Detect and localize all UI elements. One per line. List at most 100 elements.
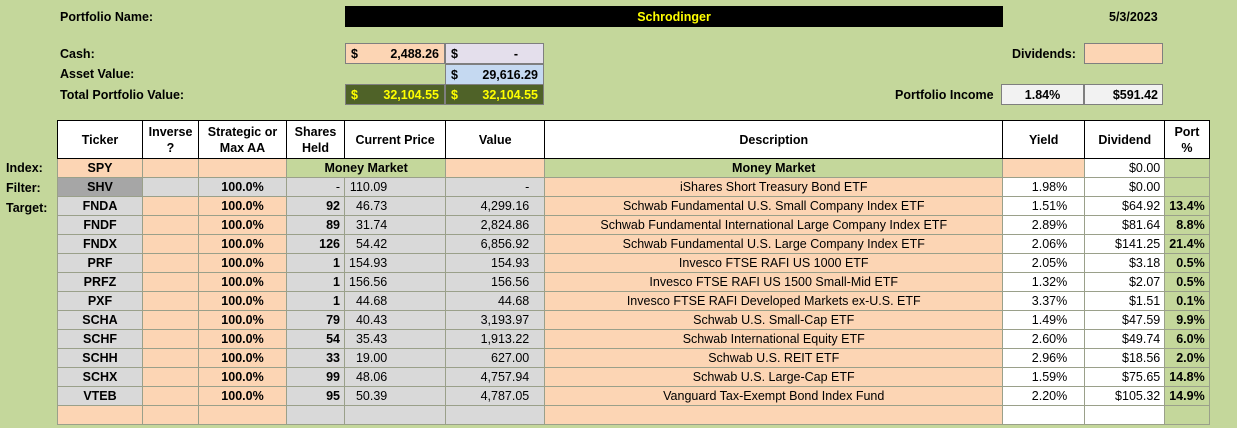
blank-cell[interactable] xyxy=(544,405,1004,425)
blank-cell[interactable] xyxy=(1002,405,1086,425)
row-shares[interactable]: 126 xyxy=(286,234,345,254)
row-value[interactable]: 44.68 xyxy=(445,291,546,311)
row-strategic[interactable]: 100.0% xyxy=(198,291,287,311)
dividends-input[interactable] xyxy=(1084,43,1163,64)
row-value[interactable]: 1,913.22 xyxy=(445,329,546,349)
row-strategic[interactable]: 100.0% xyxy=(198,367,287,387)
row-description[interactable]: Schwab International Equity ETF xyxy=(544,329,1004,349)
row-yield[interactable]: 2.05% xyxy=(1002,253,1086,273)
row-strategic[interactable]: 100.0% xyxy=(198,386,287,406)
index-inverse[interactable] xyxy=(142,158,199,178)
blank-cell[interactable] xyxy=(286,405,345,425)
row-yield[interactable]: 2.06% xyxy=(1002,234,1086,254)
asset-value-cell[interactable]: $ 29,616.29 xyxy=(445,64,544,85)
row-strategic[interactable]: 100.0% xyxy=(198,234,287,254)
filter-port[interactable] xyxy=(1164,177,1210,197)
row-description[interactable]: Schwab Fundamental International Large C… xyxy=(544,215,1004,235)
row-description[interactable]: Schwab Fundamental U.S. Small Company In… xyxy=(544,196,1004,216)
row-dividend[interactable]: $81.64 xyxy=(1084,215,1166,235)
row-ticker[interactable]: SCHA xyxy=(57,310,143,330)
row-price[interactable]: 35.43 xyxy=(343,329,447,349)
filter-price[interactable]: 110.09 xyxy=(343,177,447,197)
index-yield[interactable] xyxy=(1002,158,1086,178)
row-shares[interactable]: 89 xyxy=(286,215,345,235)
row-description[interactable]: Schwab U.S. Small-Cap ETF xyxy=(544,310,1004,330)
row-price[interactable]: 40.43 xyxy=(343,310,447,330)
row-price[interactable]: 46.73 xyxy=(343,196,447,216)
row-description[interactable]: Invesco FTSE RAFI US 1000 ETF xyxy=(544,253,1004,273)
row-ticker[interactable]: SCHX xyxy=(57,367,143,387)
row-price[interactable]: 44.68 xyxy=(343,291,447,311)
col-header-yield[interactable]: Yield xyxy=(1002,120,1086,159)
row-description[interactable]: Schwab Fundamental U.S. Large Company In… xyxy=(544,234,1004,254)
blank-cell[interactable] xyxy=(1084,405,1166,425)
row-dividend[interactable]: $18.56 xyxy=(1084,348,1166,368)
row-port[interactable]: 0.5% xyxy=(1164,272,1210,292)
col-header-strategic[interactable]: Strategic or Max AA xyxy=(198,120,287,159)
col-header-description[interactable]: Description xyxy=(544,120,1004,159)
row-shares[interactable]: 54 xyxy=(286,329,345,349)
row-strategic[interactable]: 100.0% xyxy=(198,348,287,368)
row-port[interactable]: 0.5% xyxy=(1164,253,1210,273)
row-value[interactable]: 4,787.05 xyxy=(445,386,546,406)
row-yield[interactable]: 2.60% xyxy=(1002,329,1086,349)
col-header-dividend[interactable]: Dividend xyxy=(1084,120,1166,159)
row-yield[interactable]: 1.49% xyxy=(1002,310,1086,330)
portfolio-name-field[interactable]: Schrodinger xyxy=(345,6,1003,27)
row-shares[interactable]: 92 xyxy=(286,196,345,216)
row-value[interactable]: 2,824.86 xyxy=(445,215,546,235)
blank-cell[interactable] xyxy=(1164,405,1210,425)
row-yield[interactable]: 1.32% xyxy=(1002,272,1086,292)
row-inverse[interactable] xyxy=(142,196,199,216)
row-shares[interactable]: 1 xyxy=(286,272,345,292)
row-shares[interactable]: 99 xyxy=(286,367,345,387)
row-yield[interactable]: 2.96% xyxy=(1002,348,1086,368)
row-inverse[interactable] xyxy=(142,291,199,311)
row-inverse[interactable] xyxy=(142,272,199,292)
row-strategic[interactable]: 100.0% xyxy=(198,215,287,235)
row-port[interactable]: 6.0% xyxy=(1164,329,1210,349)
filter-dividend[interactable]: $0.00 xyxy=(1084,177,1166,197)
row-inverse[interactable] xyxy=(142,386,199,406)
row-yield[interactable]: 3.37% xyxy=(1002,291,1086,311)
row-inverse[interactable] xyxy=(142,234,199,254)
row-strategic[interactable]: 100.0% xyxy=(198,329,287,349)
filter-value[interactable]: - xyxy=(445,177,546,197)
row-dividend[interactable]: $47.59 xyxy=(1084,310,1166,330)
row-description[interactable]: Invesco FTSE RAFI US 1500 Small-Mid ETF xyxy=(544,272,1004,292)
filter-description[interactable]: iShares Short Treasury Bond ETF xyxy=(544,177,1004,197)
row-yield[interactable]: 2.20% xyxy=(1002,386,1086,406)
row-port[interactable]: 13.4% xyxy=(1164,196,1210,216)
row-ticker[interactable]: SCHH xyxy=(57,348,143,368)
row-value[interactable]: 3,193.97 xyxy=(445,310,546,330)
row-ticker[interactable]: FNDF xyxy=(57,215,143,235)
row-shares[interactable]: 79 xyxy=(286,310,345,330)
index-strategic[interactable] xyxy=(198,158,287,178)
row-value[interactable]: 4,299.16 xyxy=(445,196,546,216)
index-ticker[interactable]: SPY xyxy=(57,158,143,178)
col-header-shares[interactable]: Shares Held xyxy=(286,120,345,159)
row-description[interactable]: Schwab U.S. REIT ETF xyxy=(544,348,1004,368)
row-dividend[interactable]: $141.25 xyxy=(1084,234,1166,254)
row-dividend[interactable]: $75.65 xyxy=(1084,367,1166,387)
row-port[interactable]: 2.0% xyxy=(1164,348,1210,368)
row-strategic[interactable]: 100.0% xyxy=(198,253,287,273)
row-price[interactable]: 54.42 xyxy=(343,234,447,254)
row-shares[interactable]: 95 xyxy=(286,386,345,406)
row-ticker[interactable]: PXF xyxy=(57,291,143,311)
row-inverse[interactable] xyxy=(142,215,199,235)
row-price[interactable]: 31.74 xyxy=(343,215,447,235)
row-dividend[interactable]: $64.92 xyxy=(1084,196,1166,216)
col-header-price[interactable]: Current Price xyxy=(343,120,447,159)
row-value[interactable]: 156.56 xyxy=(445,272,546,292)
row-shares[interactable]: 1 xyxy=(286,253,345,273)
index-money-market-2[interactable]: Money Market xyxy=(544,158,1004,178)
filter-inverse[interactable] xyxy=(142,177,199,197)
blank-cell[interactable] xyxy=(343,405,447,425)
blank-cell[interactable] xyxy=(57,405,143,425)
col-header-value[interactable]: Value xyxy=(445,120,546,159)
row-price[interactable]: 48.06 xyxy=(343,367,447,387)
row-dividend[interactable]: $49.74 xyxy=(1084,329,1166,349)
filter-shares[interactable]: - xyxy=(286,177,345,197)
row-dividend[interactable]: $2.07 xyxy=(1084,272,1166,292)
